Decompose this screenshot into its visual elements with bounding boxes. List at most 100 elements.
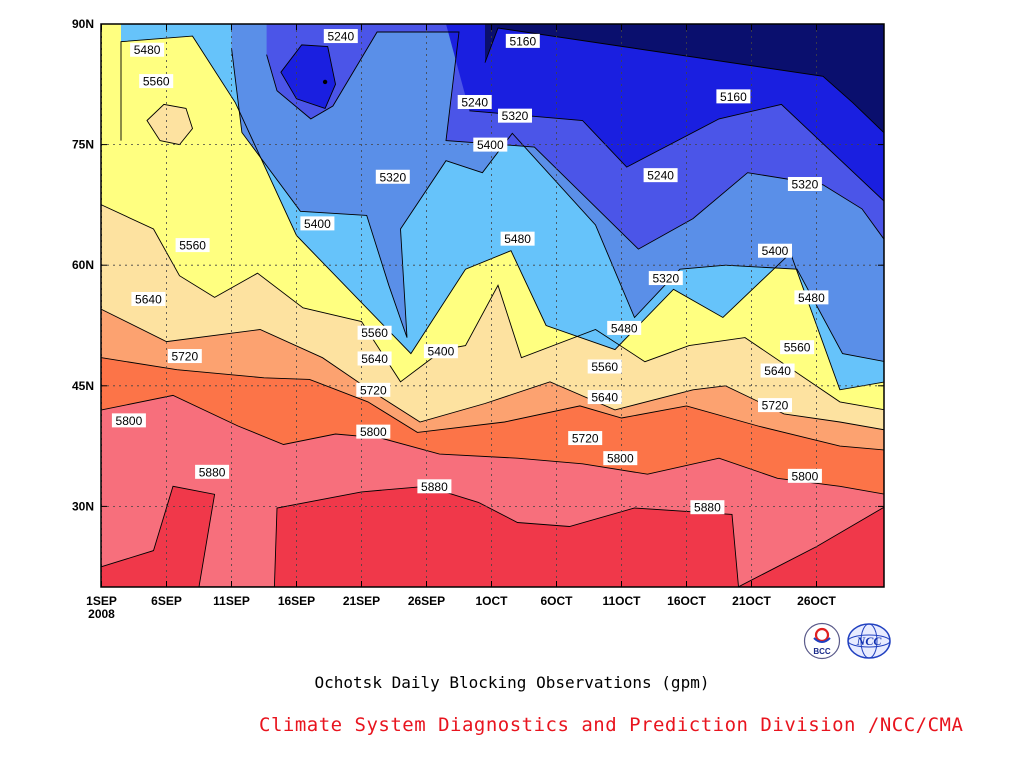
contour-label-5640: 5640 (760, 363, 795, 378)
y-tick-label: 90N (72, 17, 94, 31)
contour-label-text: 5320 (379, 170, 406, 184)
contour-label-bg (587, 359, 622, 374)
contour-label-5560: 5560 (139, 74, 174, 89)
contour-label-text: 5560 (591, 360, 618, 374)
contour-label-text: 5400 (304, 217, 331, 231)
contour-label-text: 5800 (607, 452, 634, 466)
contour-label-text: 5560 (784, 341, 811, 355)
bcc-logo: BCC (803, 622, 841, 660)
contour-label-bg (111, 413, 146, 428)
contour-line-5240 (469, 103, 884, 202)
contour-label-5720: 5720 (167, 349, 202, 364)
contour-cell-5640 (146, 103, 194, 146)
contour-label-5560: 5560 (587, 359, 622, 374)
contour-label-text: 5560 (361, 326, 388, 340)
contour-label-bg (603, 451, 638, 466)
contour-label-bg (758, 398, 792, 413)
chart-title: Ochotsk Daily Blocking Observations (gpm… (314, 673, 710, 692)
y-tick-label: 60N (72, 258, 94, 272)
contour-label-bg (356, 382, 391, 397)
contour-label-text: 5640 (361, 352, 388, 366)
contour-label-text: 5720 (171, 350, 198, 364)
contour-label-bg (716, 89, 751, 104)
contour-label-bg (167, 349, 202, 364)
contour-label-text: 5400 (428, 345, 455, 359)
ncc-logo-text: NCC (856, 634, 883, 648)
contour-label-5320: 5320 (498, 108, 532, 123)
contour-label-5640: 5640 (357, 351, 392, 366)
contour-label-text: 5320 (652, 272, 679, 286)
contour-label-text: 5320 (502, 109, 529, 123)
contour-label-5240: 5240 (643, 168, 678, 183)
contour-label-5320: 5320 (375, 169, 410, 184)
contour-label-text: 5480 (611, 321, 638, 335)
contour-label-text: 5880 (199, 465, 226, 479)
contour-label-bg (457, 94, 492, 109)
contour-label-text: 5400 (762, 244, 789, 258)
contour-label-bg (648, 271, 683, 286)
contour-label-bg (417, 479, 452, 494)
extremum-marker (322, 79, 328, 85)
contour-label-5800: 5800 (603, 451, 638, 466)
contour-label-5240: 5240 (457, 94, 492, 109)
x-tick-label: 11SEP (213, 594, 250, 608)
x-tick-label: 6SEP (151, 594, 182, 608)
contour-label-5480: 5480 (607, 320, 642, 335)
contour-label-5400: 5400 (300, 216, 335, 231)
plot-frame (100, 23, 885, 588)
contour-label-bg (498, 108, 532, 123)
contour-label-5800: 5800 (111, 413, 146, 428)
contour-label-text: 5800 (116, 414, 143, 428)
contour-label-bg (375, 169, 410, 184)
contour-label-text: 5240 (461, 95, 488, 109)
contour-label-5720: 5720 (758, 398, 792, 413)
contour-label-5480: 5480 (500, 231, 535, 246)
contour-label-bg (505, 33, 540, 48)
contour-label-bg (780, 340, 815, 355)
contour-label-bg (643, 168, 678, 183)
contour-label-bg (131, 291, 166, 306)
contour-label-bg (195, 464, 230, 479)
contour-label-text: 5640 (135, 292, 162, 306)
contour-label-text: 5320 (792, 177, 819, 191)
contour-label-5800: 5800 (787, 468, 822, 483)
contour-label-bg (139, 74, 174, 89)
contour-line-5480 (120, 35, 884, 391)
contour-line-5400 (231, 48, 884, 362)
contour-label-5880: 5880 (690, 500, 725, 515)
contour-label-5400: 5400 (423, 344, 458, 359)
contour-label-text: 5240 (327, 30, 354, 44)
contour-label-text: 5800 (360, 425, 387, 439)
contour-label-5560: 5560 (780, 340, 815, 355)
contour-label-text: 5480 (134, 43, 161, 57)
x-tick-label: 26SEP (408, 594, 445, 608)
contour-line-5720 (101, 357, 884, 451)
contour-label-text: 5560 (143, 75, 170, 89)
ncc-logo: NCC (847, 623, 891, 659)
contour-fill-5160 (485, 24, 884, 133)
contour-label-5400: 5400 (473, 137, 508, 152)
bcc-logo-text: BCC (813, 647, 831, 656)
contour-label-5880: 5880 (195, 464, 230, 479)
contour-line-5800 (101, 394, 884, 495)
contour-label-5480: 5480 (794, 290, 829, 305)
contour-line-5880 (101, 485, 884, 587)
contour-label-5640: 5640 (131, 291, 166, 306)
contour-label-bg (760, 363, 795, 378)
x-tick-label: 16SEP (278, 594, 315, 608)
x-tick-label: 1SEP (86, 594, 117, 608)
contour-label-bg (473, 137, 508, 152)
contour-label-bg (130, 42, 165, 57)
contour-label-bg (423, 344, 458, 359)
contour-label-text: 5240 (647, 169, 674, 183)
contour-label-text: 5640 (591, 391, 618, 405)
contour-label-bg (357, 325, 392, 340)
x-tick-label: 26OCT (797, 594, 836, 608)
contour-label-5160: 5160 (505, 33, 540, 48)
contour-label-5240: 5240 (323, 29, 358, 44)
x-tick-label: 21SEP (343, 594, 380, 608)
contour-label-5400: 5400 (758, 243, 792, 258)
contour-label-bg (500, 231, 535, 246)
contour-label-bg (323, 29, 358, 44)
x-tick-label: 21OCT (732, 594, 771, 608)
